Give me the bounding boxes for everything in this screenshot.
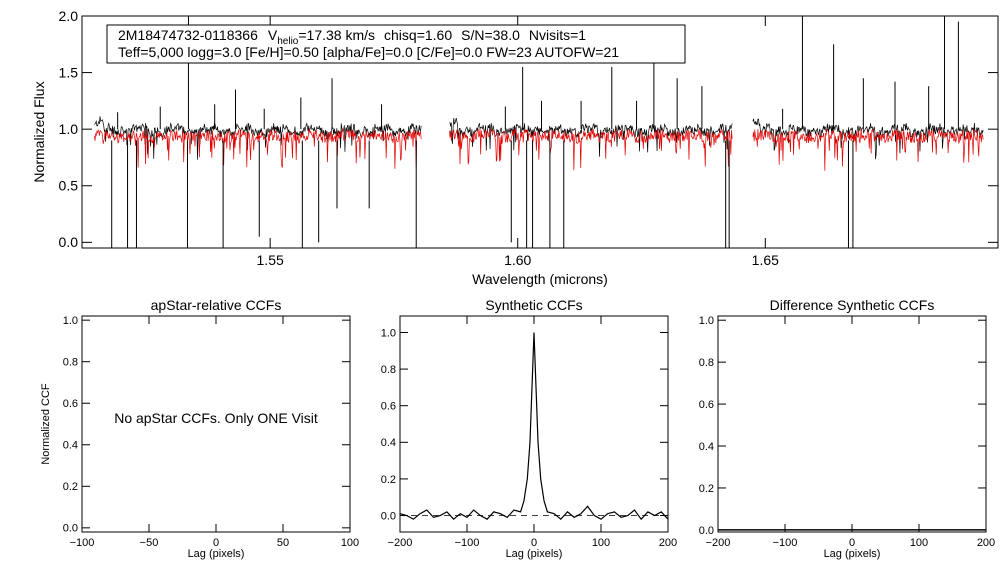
difference-ccf-x-tick-label: 0 xyxy=(849,537,855,549)
synthetic-ccf-x-tick-label: −100 xyxy=(455,537,480,549)
apstar-ccf-y-tick-label: 0.8 xyxy=(63,357,78,369)
star-id: 2M18474732-0118366 xyxy=(118,27,258,43)
snr-value: S/N=38.0 xyxy=(461,27,520,43)
spectrum-y-tick-label: 2.0 xyxy=(59,8,79,24)
difference-ccf-y-tick-label: 0.0 xyxy=(699,525,714,537)
apstar-ccf-y-tick-label: 0.2 xyxy=(63,481,78,493)
apstar-ccf-title: apStar-relative CCFs xyxy=(151,297,282,313)
synthetic-ccf-x-tick-label: 200 xyxy=(659,537,677,549)
difference-ccf-x-tick-label: −200 xyxy=(706,537,731,549)
apstar-ccf-y-axis-label: Normalized CCF xyxy=(40,383,52,465)
spectrum-header-line1: 2M18474732-0118366 Vhelio=17.38 km/s chisq… xyxy=(118,27,586,47)
apstar-ccf-y-tick-label: 0.6 xyxy=(63,398,78,410)
synthetic-spectrum-line-chip-1 xyxy=(94,127,422,169)
synthetic-ccf-y-tick-label: 1.0 xyxy=(381,327,396,339)
synthetic-spectrum-series xyxy=(94,127,984,171)
difference-ccf-x-tick-label: 200 xyxy=(977,537,995,549)
synthetic-ccf-x-tick-label: −200 xyxy=(388,537,413,549)
observed-spectrum-series xyxy=(94,116,984,160)
absorption-drops xyxy=(111,140,854,248)
synthetic-spectrum-line-chip-3 xyxy=(752,128,984,171)
difference-ccf-x-tick-label: 100 xyxy=(910,537,928,549)
apstar-ccf-x-tick-label: −50 xyxy=(140,537,159,549)
difference-ccf-y-tick-label: 0.8 xyxy=(699,357,714,369)
synthetic-ccf-x-tick-label: 100 xyxy=(592,537,610,549)
spectrum-y-axis-label: Normalized Flux xyxy=(31,81,47,182)
difference-ccf-title: Difference Synthetic CCFs xyxy=(770,297,935,313)
spectrum-y-tick-label: 1.5 xyxy=(59,64,79,80)
synthetic-ccf-y-tick-label: 0.2 xyxy=(381,474,396,486)
apstar-ccf-x-axis-label: Lag (pixels) xyxy=(188,548,245,560)
difference-ccf-y-tick-label: 1.0 xyxy=(699,315,714,327)
observed-spectrum-line-chip-2 xyxy=(449,117,733,157)
synthetic-ccf-line xyxy=(399,332,669,521)
apstar-ccf-annotation: No apStar CCFs. Only ONE Visit xyxy=(114,410,318,426)
spectrum-y-tick-label: 0.0 xyxy=(59,234,79,250)
vhelio-value: =17.38 km/s xyxy=(298,27,375,43)
apstar-ccf-x-tick-label: 0 xyxy=(213,537,219,549)
observed-spectrum-line-chip-3 xyxy=(752,118,984,160)
synthetic-ccf-x-tick-label: 0 xyxy=(531,537,537,549)
synthetic-ccf-x-axis-label: Lag (pixels) xyxy=(506,548,563,560)
spectrum-y-tick-label: 1.0 xyxy=(59,121,79,137)
emission-spikes xyxy=(117,16,959,130)
spectrum-x-tick-label: 1.60 xyxy=(504,252,531,268)
spectrum-plot-frame xyxy=(81,15,999,249)
synthetic-ccf-title: Synthetic CCFs xyxy=(485,297,582,313)
apstar-ccf-x-tick-label: 50 xyxy=(277,537,289,549)
apstar-ccf-panel: apStar-relative CCFs −100 −50 0 50 100 0.0 0.2… xyxy=(40,297,359,560)
apstar-ccf-x-tick-label: −100 xyxy=(70,537,95,549)
vhelio-symbol: V xyxy=(268,27,278,43)
synthetic-ccf-panel: Synthetic CCFs −200 −100 0 100 200 0.0 0.2 0.4 0… xyxy=(381,297,677,560)
difference-ccf-y-tick-label: 0.6 xyxy=(699,399,714,411)
apstar-ccf-axes-ticks: −100 −50 0 50 100 0.0 0.2 0.4 0.6 0.8 1.0 xyxy=(63,315,359,549)
difference-ccf-plot-frame xyxy=(717,315,987,533)
apstar-ccf-y-tick-label: 0.4 xyxy=(63,440,78,452)
synthetic-ccf-y-tick-label: 0.6 xyxy=(381,401,396,413)
spectrum-header-box xyxy=(106,24,686,64)
synthetic-ccf-y-tick-label: 0.4 xyxy=(381,437,396,449)
difference-ccf-x-axis-label: Lag (pixels) xyxy=(824,548,881,560)
spectrum-axes-ticks: 1.55 1.60 1.65 0.0 0.5 1.0 1.5 2.0 xyxy=(59,8,998,268)
synthetic-ccf-y-tick-label: 0.0 xyxy=(381,510,396,522)
synthetic-ccf-axes-ticks: −200 −100 0 100 200 0.0 0.2 0.4 0.6 0.8 1.0 xyxy=(381,316,677,549)
spectrum-x-tick-label: 1.55 xyxy=(257,252,284,268)
difference-ccf-axes-ticks: −200 −100 0 100 200 0.0 0.2 0.4 0.6 0.8 1.0 xyxy=(699,315,995,549)
apstar-ccf-y-tick-label: 0.0 xyxy=(63,523,78,535)
difference-ccf-y-tick-label: 0.4 xyxy=(699,441,714,453)
spectrum-x-axis-label: Wavelength (microns) xyxy=(472,271,608,287)
apstar-ccf-x-tick-label: 100 xyxy=(341,537,359,549)
synthetic-ccf-series-group xyxy=(399,332,669,521)
difference-ccf-panel: Difference Synthetic CCFs −200 −100 0 100 20… xyxy=(699,297,995,560)
spectrum-panel: 1.55 1.60 1.65 0.0 0.5 1.0 1.5 2.0 2M18474732-0… xyxy=(31,8,999,287)
chisq-value: chisq=1.60 xyxy=(384,27,452,43)
difference-ccf-x-tick-label: −100 xyxy=(773,537,798,549)
difference-ccf-y-tick-label: 0.2 xyxy=(699,483,714,495)
spectrum-y-tick-label: 0.5 xyxy=(59,178,79,194)
observed-spectrum-line-chip-1 xyxy=(94,116,422,160)
synthetic-spectrum-line-chip-2 xyxy=(449,128,733,171)
vhelio-subscript: helio xyxy=(277,36,299,47)
spectrum-x-tick-label: 1.65 xyxy=(752,252,779,268)
spectrum-header-line2: Teff=5,000 logg=3.0 [Fe/H]=0.50 [alpha/F… xyxy=(118,44,619,60)
nvisits-value: Nvisits=1 xyxy=(529,27,586,43)
apstar-ccf-y-tick-label: 1.0 xyxy=(63,315,78,327)
synthetic-ccf-y-tick-label: 0.8 xyxy=(381,364,396,376)
